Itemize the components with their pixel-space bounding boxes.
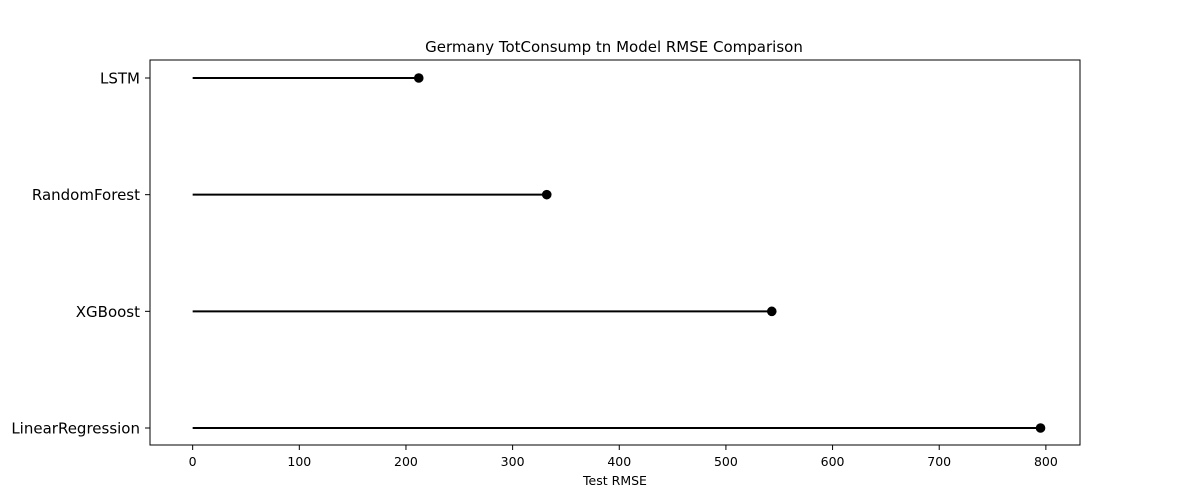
- marker-randomforest: [541, 189, 552, 200]
- plot-area: [149, 59, 1081, 446]
- markers: [413, 73, 1046, 433]
- y-tick-label: LSTM: [100, 70, 140, 88]
- marker-linearregression: [1035, 423, 1046, 433]
- x-tick-label: 400: [607, 454, 631, 469]
- x-tick-label: 200: [394, 454, 418, 469]
- y-tick-label: RandomForest: [32, 186, 140, 204]
- x-tick-label: 500: [714, 454, 738, 469]
- x-tick-label: 300: [501, 454, 525, 469]
- chart-title: Germany TotConsump tn Model RMSE Compari…: [425, 38, 803, 56]
- x-tick-label: 100: [287, 454, 311, 469]
- y-tick-label: XGBoost: [76, 303, 140, 321]
- x-tick-label: 700: [927, 454, 951, 469]
- y-axis: LSTM RandomForest XGBoost LinearRegression: [11, 70, 150, 438]
- y-tick-label: LinearRegression: [11, 420, 140, 438]
- x-axis-label: Test RMSE: [582, 473, 647, 488]
- x-tick-label: 800: [1034, 454, 1058, 469]
- x-tick-label: 600: [821, 454, 845, 469]
- x-tick-label: 0: [189, 454, 197, 469]
- stems: [192, 77, 1041, 429]
- marker-lstm: [413, 73, 424, 83]
- marker-xgboost: [766, 306, 777, 317]
- x-axis: 0 100 200 300 400 500 600 700 800: [189, 445, 1058, 469]
